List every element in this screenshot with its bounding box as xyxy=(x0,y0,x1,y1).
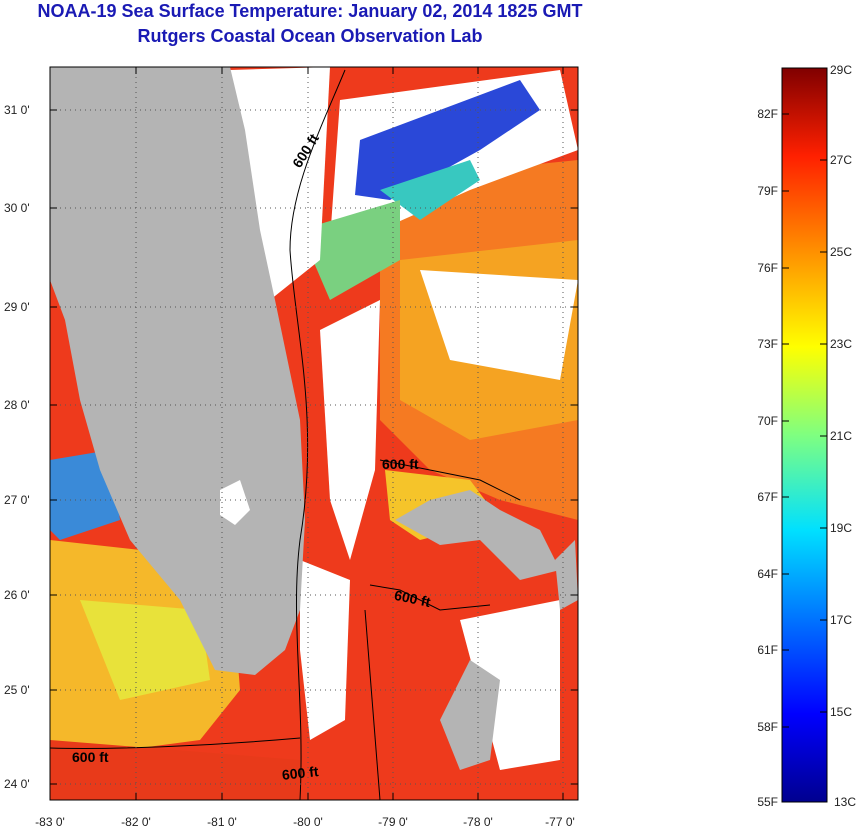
lon-tick-label: -81 0' xyxy=(207,815,237,829)
lat-tick-label: 24 0' xyxy=(4,777,30,791)
colorbar-celsius-label: 15C xyxy=(830,705,852,719)
bahamas-grand xyxy=(395,490,560,580)
colorbar-fahrenheit-label: 73F xyxy=(757,337,778,351)
cloud-band-2 xyxy=(300,560,350,740)
lon-tick-label: -78 0' xyxy=(463,815,493,829)
lon-tick-label: -77 0' xyxy=(545,815,575,829)
lat-tick-label: 30 0' xyxy=(4,201,30,215)
colorbar-fahrenheit-label: 58F xyxy=(757,720,778,734)
lat-tick-label: 28 0' xyxy=(4,398,30,412)
contour-label-south: 600 ft xyxy=(281,763,319,783)
colorbar-celsius-label: 27C xyxy=(830,153,852,167)
colorbar-fahrenheit-label: 64F xyxy=(757,567,778,581)
axis-ticks xyxy=(50,67,578,800)
colorbar-fahrenheit-label: 82F xyxy=(757,107,778,121)
colorbar-celsius-label: 21C xyxy=(830,429,852,443)
bahamas-andros xyxy=(440,660,500,770)
contour-600ft-west xyxy=(289,69,346,800)
lon-tick-label: -79 0' xyxy=(378,815,408,829)
colorbar: 29C 27C 25C 23C 21C 19C 17C 15C 13C 82F … xyxy=(757,63,856,809)
map-area xyxy=(50,67,578,800)
cloud-east xyxy=(420,270,578,380)
contour-600ft-keys xyxy=(50,737,301,749)
cool-water-north xyxy=(380,160,480,220)
lat-tick-label: 31 0' xyxy=(4,103,30,117)
gulf-south xyxy=(50,740,300,800)
gridlines xyxy=(50,67,578,800)
colorbar-fahrenheit-label: 67F xyxy=(757,490,778,504)
colorbar-celsius-label: 25C xyxy=(830,245,852,259)
florida-land xyxy=(50,67,305,675)
cloud-band-1 xyxy=(320,300,380,560)
lat-tick-label: 26 0' xyxy=(4,588,30,602)
map-subtitle: Rutgers Coastal Ocean Observation Lab xyxy=(137,26,483,46)
colorbar-celsius-label: 29C xyxy=(830,63,852,77)
contour-label-keys: 600 ft xyxy=(72,749,109,765)
lat-tick-label: 27 0' xyxy=(4,493,30,507)
colorbar-fahrenheit-label: 79F xyxy=(757,184,778,198)
cloud-southeast xyxy=(460,600,560,770)
colorbar-fahrenheit-label: 61F xyxy=(757,643,778,657)
lon-tick-label: -82 0' xyxy=(121,815,151,829)
colorbar-celsius-label: 23C xyxy=(830,337,852,351)
colorbar-ticks xyxy=(782,113,827,728)
colorbar-fahrenheit-label: 76F xyxy=(757,261,778,275)
colorbar-celsius-label: 19C xyxy=(830,521,852,535)
colorbar-celsius-label: 13C xyxy=(834,795,856,809)
lake-okeechobee xyxy=(220,480,250,525)
colorbar-celsius-label: 17C xyxy=(830,613,852,627)
colorbar-fahrenheit-label: 55F xyxy=(757,795,778,809)
colorbar-fahrenheit-label: 70F xyxy=(757,414,778,428)
lat-tick-label: 25 0' xyxy=(4,683,30,697)
lat-tick-label: 29 0' xyxy=(4,300,30,314)
contour-600ft-channel xyxy=(369,584,491,611)
gulf-yellow xyxy=(80,600,210,700)
map-frame xyxy=(49,66,579,801)
colorbar-gradient xyxy=(781,67,828,803)
contour-label-bahamas: 600 ft xyxy=(382,456,419,472)
cold-water-north xyxy=(355,80,540,200)
lon-tick-label: -80 0' xyxy=(293,815,323,829)
bahamas-east xyxy=(555,540,578,610)
map-title: NOAA-19 Sea Surface Temperature: January… xyxy=(37,1,583,21)
contour-600ft-south xyxy=(364,609,381,800)
lon-tick-label: -83 0' xyxy=(35,815,65,829)
cool-water-band xyxy=(300,200,400,300)
contour-600ft-bahamas xyxy=(379,459,521,501)
contour-label-channel: 600 ft xyxy=(393,587,432,610)
